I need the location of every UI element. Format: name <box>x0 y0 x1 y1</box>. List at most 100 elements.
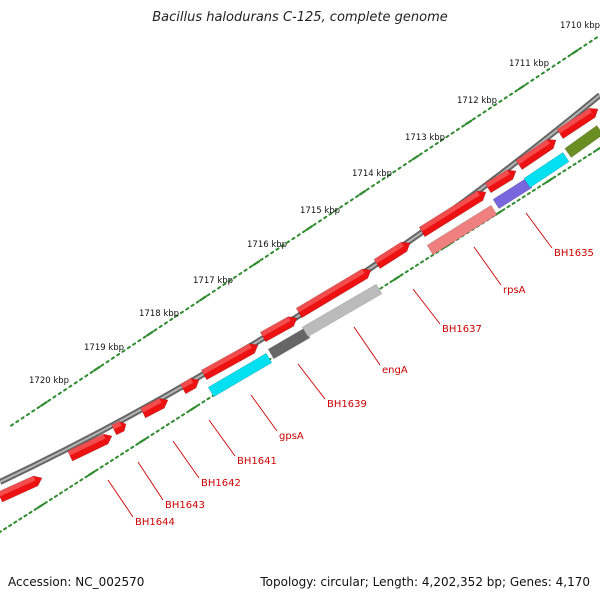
label-leader-line <box>525 212 553 249</box>
inner-tick <box>587 152 592 157</box>
outer-tick <box>477 113 482 118</box>
inner-tick <box>526 191 531 196</box>
outer-tick <box>199 295 207 302</box>
inner-tick <box>501 208 506 212</box>
inner-tick <box>186 409 191 414</box>
outer-tick <box>588 39 593 44</box>
gene-arrow <box>295 268 372 319</box>
outer-tick <box>52 395 57 399</box>
inner-tick <box>23 514 28 518</box>
outer-tick <box>116 352 121 357</box>
outer-tick <box>264 254 269 258</box>
outer-tick <box>461 124 466 128</box>
inner-tick <box>592 149 597 153</box>
label-leader-line <box>353 326 381 366</box>
outer-tick <box>142 335 147 339</box>
inner-tick <box>582 156 587 160</box>
outer-tick <box>301 229 307 234</box>
inner-tick <box>552 175 557 179</box>
ruler-labels: 1710 kbp 1711 kbp 1712 kbp 1713 kbp 1714 kbp… <box>29 21 600 386</box>
outer-tick <box>312 222 317 227</box>
outer-tick <box>583 43 588 47</box>
outer-tick <box>323 215 328 220</box>
outer-tick <box>110 356 115 360</box>
outer-tick <box>517 84 526 91</box>
inner-tick <box>59 491 64 495</box>
gene-label: rpsA <box>503 285 526 296</box>
gene-label: BH1635 <box>554 248 594 259</box>
label-leader-line <box>250 394 278 432</box>
inner-tick <box>150 432 155 437</box>
gene-label: BH1644 <box>135 517 175 528</box>
outer-tick <box>455 127 460 132</box>
outer-tick <box>63 388 68 392</box>
inner-tick <box>170 419 175 424</box>
outer-tick <box>217 286 222 290</box>
outer-tick <box>386 173 391 177</box>
label-leader-line <box>107 479 134 518</box>
outer-tick <box>530 78 535 82</box>
gene-label: BH1637 <box>442 324 482 335</box>
inner-tick <box>120 452 125 456</box>
outer-tick <box>429 145 434 149</box>
outer-tick <box>381 177 386 181</box>
gene-bar <box>207 352 273 398</box>
inner-tick <box>414 263 419 267</box>
outer-tick <box>79 377 84 381</box>
outer-tick <box>174 314 179 318</box>
inner-tick <box>155 429 160 433</box>
outer-tick <box>222 282 227 286</box>
outer-tick <box>578 46 583 51</box>
gene-label: gpsA <box>279 431 304 442</box>
inner-tick <box>521 195 526 199</box>
outer-tick <box>206 293 211 297</box>
outer-tick <box>570 49 579 55</box>
gene-labels: BH1635 rpsA BH1637 engA BH1639 gpsA BH1641 BH16… <box>135 248 594 528</box>
outer-tick <box>411 154 420 161</box>
outer-tick <box>402 162 407 167</box>
outer-tick <box>25 412 30 417</box>
gene-arrow <box>259 316 298 343</box>
outer-tick <box>20 416 25 420</box>
outer-tick <box>349 198 354 202</box>
inner-tick <box>36 503 45 509</box>
outer-tick <box>73 381 78 385</box>
inner-tick <box>130 445 135 450</box>
outer-tick <box>137 338 142 343</box>
inner-tick <box>13 520 18 524</box>
outer-tick <box>31 409 36 413</box>
outer-tick <box>132 342 137 346</box>
outer-tick <box>371 184 376 188</box>
inner-tick <box>420 260 425 264</box>
outer-tick <box>190 303 195 308</box>
inner-tick <box>384 283 389 287</box>
outer-tick <box>567 53 572 58</box>
outer-tick <box>89 370 94 374</box>
outer-tick <box>153 328 158 332</box>
outer-tick <box>185 307 190 311</box>
inner-tick <box>440 247 445 251</box>
outer-tick <box>40 401 48 407</box>
inner-tick <box>3 527 8 531</box>
gene-bar <box>301 283 383 338</box>
inner-tick <box>114 455 119 459</box>
outer-tick <box>270 250 275 255</box>
gene-arrow <box>418 190 487 238</box>
outer-tick <box>392 170 397 174</box>
inner-tick <box>572 162 577 166</box>
inner-tick <box>160 426 165 430</box>
inner-tick <box>577 159 582 163</box>
outer-tick <box>238 272 243 276</box>
inner-tick <box>379 286 384 290</box>
map-title: Bacillus halodurans C-125, complete geno… <box>152 10 448 25</box>
outer-tick <box>397 166 402 170</box>
outer-tick <box>344 201 349 206</box>
inner-tick <box>562 169 567 173</box>
gene-bar <box>564 124 600 159</box>
inner-tick <box>392 275 401 281</box>
label-leaders <box>107 212 553 518</box>
outer-tick <box>551 64 556 68</box>
outer-tick <box>84 374 89 378</box>
outer-tick <box>248 265 253 269</box>
gene-arrow <box>515 138 557 171</box>
